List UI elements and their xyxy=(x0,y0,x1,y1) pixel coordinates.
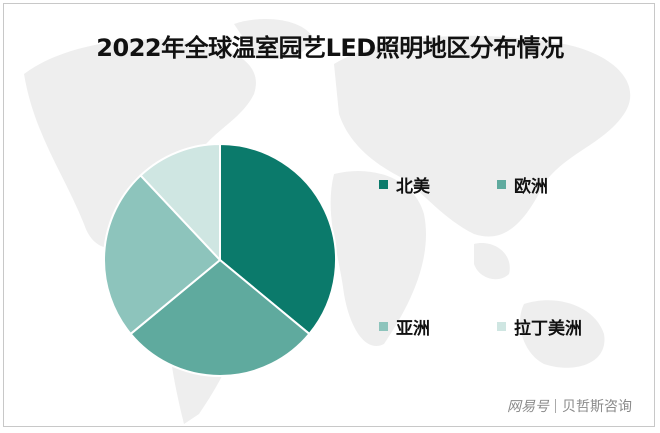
legend-label: 亚洲 xyxy=(396,319,430,339)
legend-swatch-asia xyxy=(379,322,388,331)
legend-swatch-latin-america xyxy=(497,322,506,331)
legend-swatch-europe xyxy=(497,180,506,189)
legend-item-north-america: 北美 xyxy=(379,172,430,197)
pie-slice-north-america xyxy=(219,143,337,335)
watermark-source: 贝哲斯咨询 xyxy=(562,399,632,415)
watermark-divider xyxy=(555,399,556,413)
pie-slice-latin-america xyxy=(139,143,221,261)
legend-label: 北美 xyxy=(396,177,430,197)
pie-slice-europe xyxy=(129,259,311,377)
watermark: 网易号 贝哲斯咨询 xyxy=(507,396,632,416)
legend-label: 欧洲 xyxy=(514,177,548,197)
legend-item-asia: 亚洲 xyxy=(379,314,430,339)
watermark-brand: 网易号 xyxy=(507,399,549,415)
chart-frame: 2022年全球温室园艺LED照明地区分布情况 北美 欧洲 亚洲 拉丁美洲 网易号… xyxy=(3,3,655,427)
legend-label: 拉丁美洲 xyxy=(514,319,582,339)
chart-title: 2022年全球温室园艺LED照明地区分布情况 xyxy=(96,34,564,62)
pie-slice-asia xyxy=(103,174,221,335)
legend-item-latin-america: 拉丁美洲 xyxy=(497,314,582,339)
legend-item-europe: 欧洲 xyxy=(497,172,548,197)
legend-swatch-north-america xyxy=(379,180,388,189)
pie-chart xyxy=(103,143,337,377)
